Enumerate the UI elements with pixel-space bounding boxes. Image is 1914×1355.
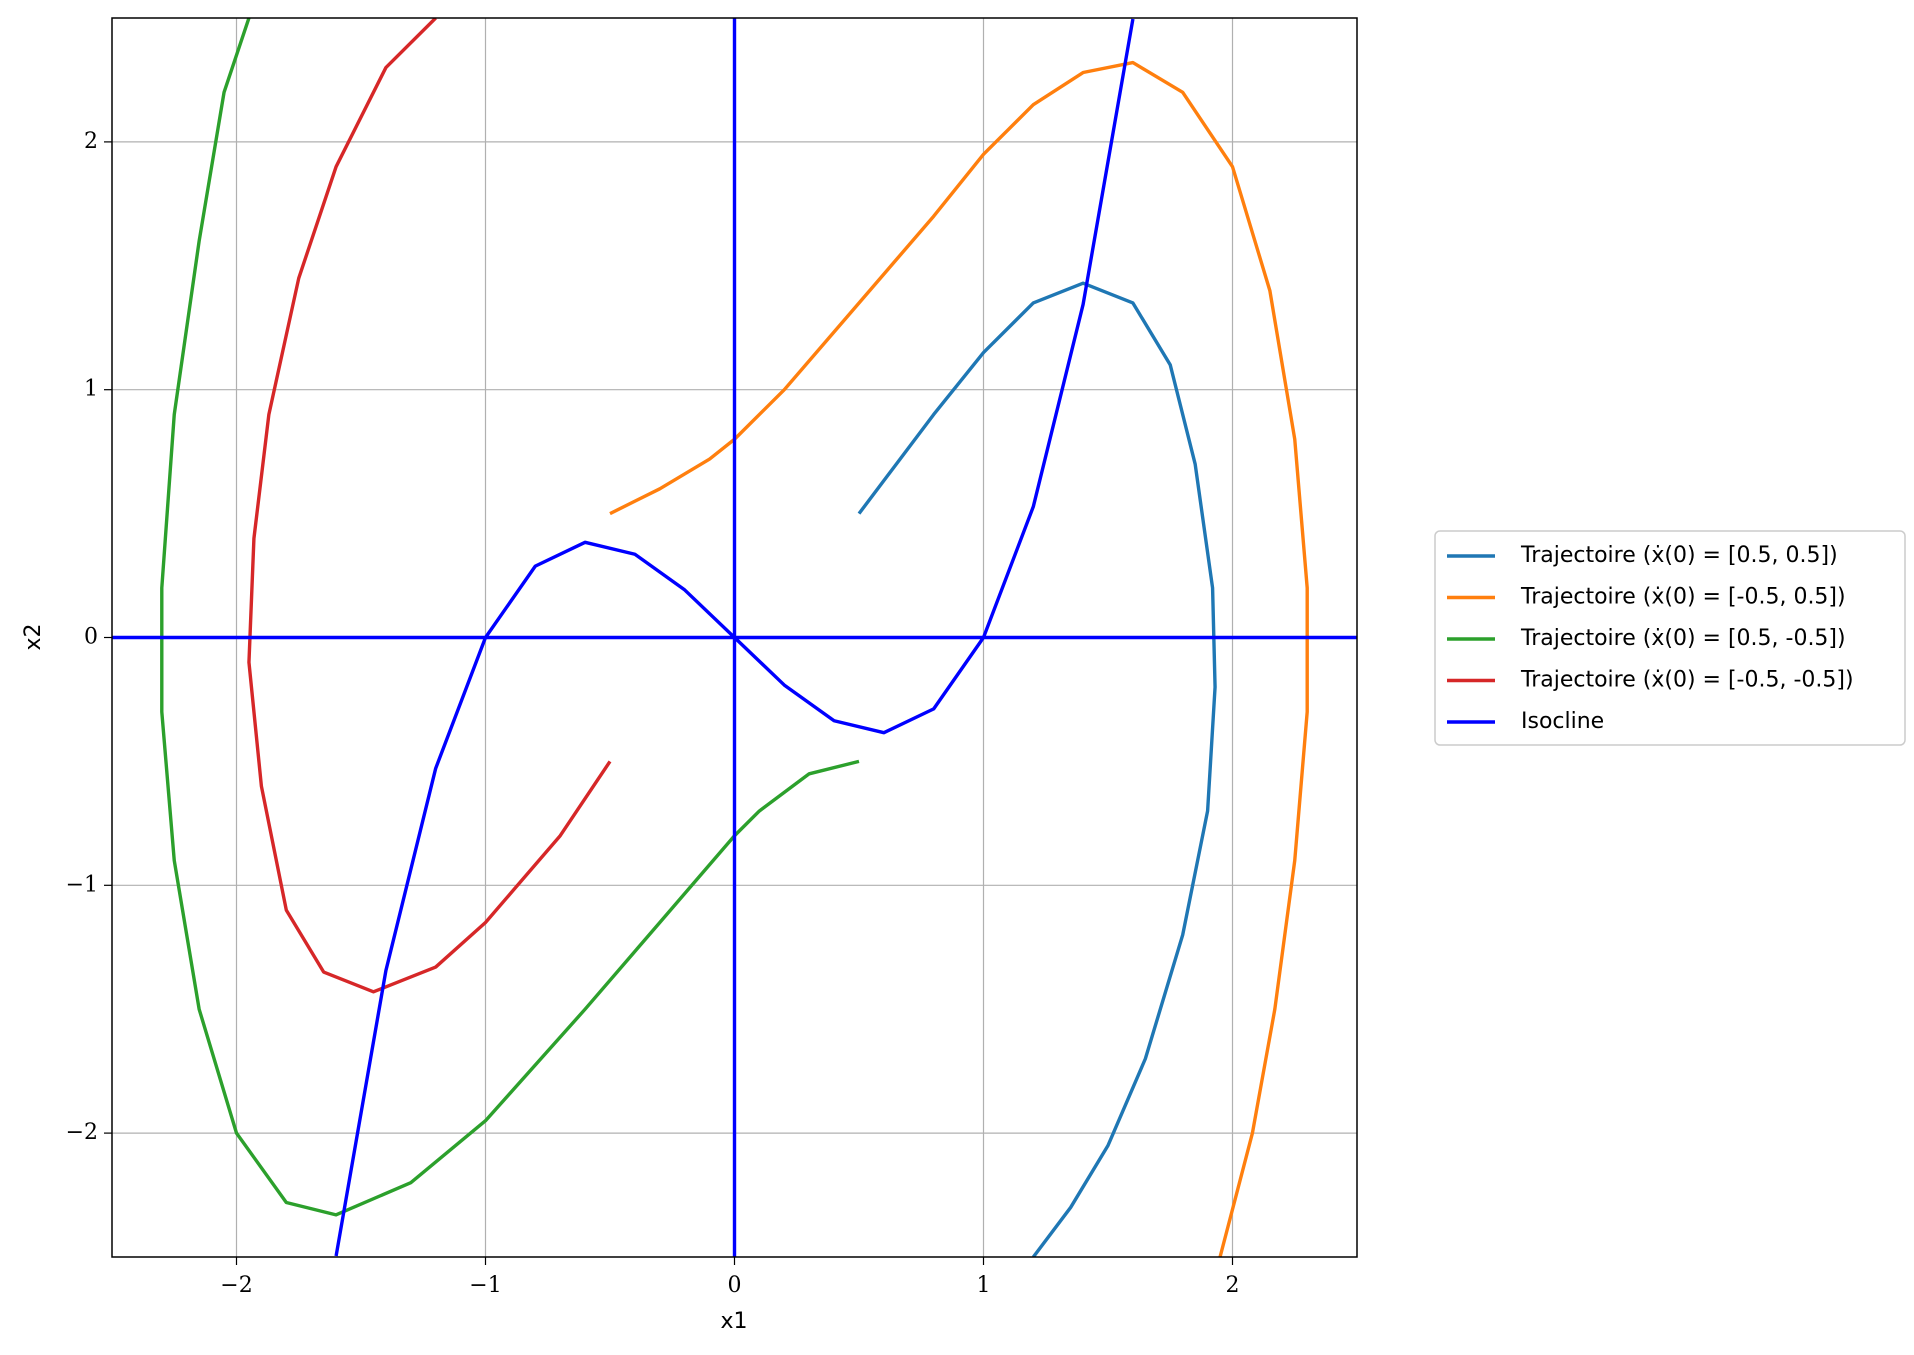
x-tick-label: −1 [469, 1273, 501, 1298]
x-tick-label: 0 [728, 1273, 742, 1298]
x-tick-label: 2 [1226, 1273, 1240, 1298]
y-axis-label: x2 [21, 623, 46, 650]
y-tick-label: −1 [66, 872, 98, 897]
legend-label: Trajectoire (ẋ(0) = [-0.5, 0.5]) [1520, 585, 1846, 610]
y-tick-label: 0 [84, 625, 98, 650]
legend-label: Trajectoire (ẋ(0) = [0.5, 0.5]) [1520, 543, 1838, 568]
x-tick-label: 1 [977, 1273, 991, 1298]
trajectory-line [609, 60, 1309, 1257]
legend-label: Trajectoire (ẋ(0) = [-0.5, -0.5]) [1520, 668, 1854, 693]
plot-area [112, 18, 1357, 1257]
x-axis-label: x1 [720, 1309, 747, 1334]
plot-frame [111, 17, 1358, 1258]
legend-box [1434, 530, 1906, 746]
legend-label: Trajectoire (ẋ(0) = [0.5, -0.5]) [1520, 626, 1846, 651]
y-tick-label: −2 [66, 1120, 98, 1145]
legend-label: Isocline [1521, 709, 1604, 734]
x-tick-label: −2 [220, 1273, 252, 1298]
y-tick-label: 1 [84, 377, 98, 402]
trajectory-line [857, 281, 1217, 1257]
trajectory-line [112, 18, 1357, 1257]
trajectory-line [160, 18, 860, 1217]
trajectory-line [247, 18, 612, 994]
y-tick-label: 2 [84, 129, 98, 154]
